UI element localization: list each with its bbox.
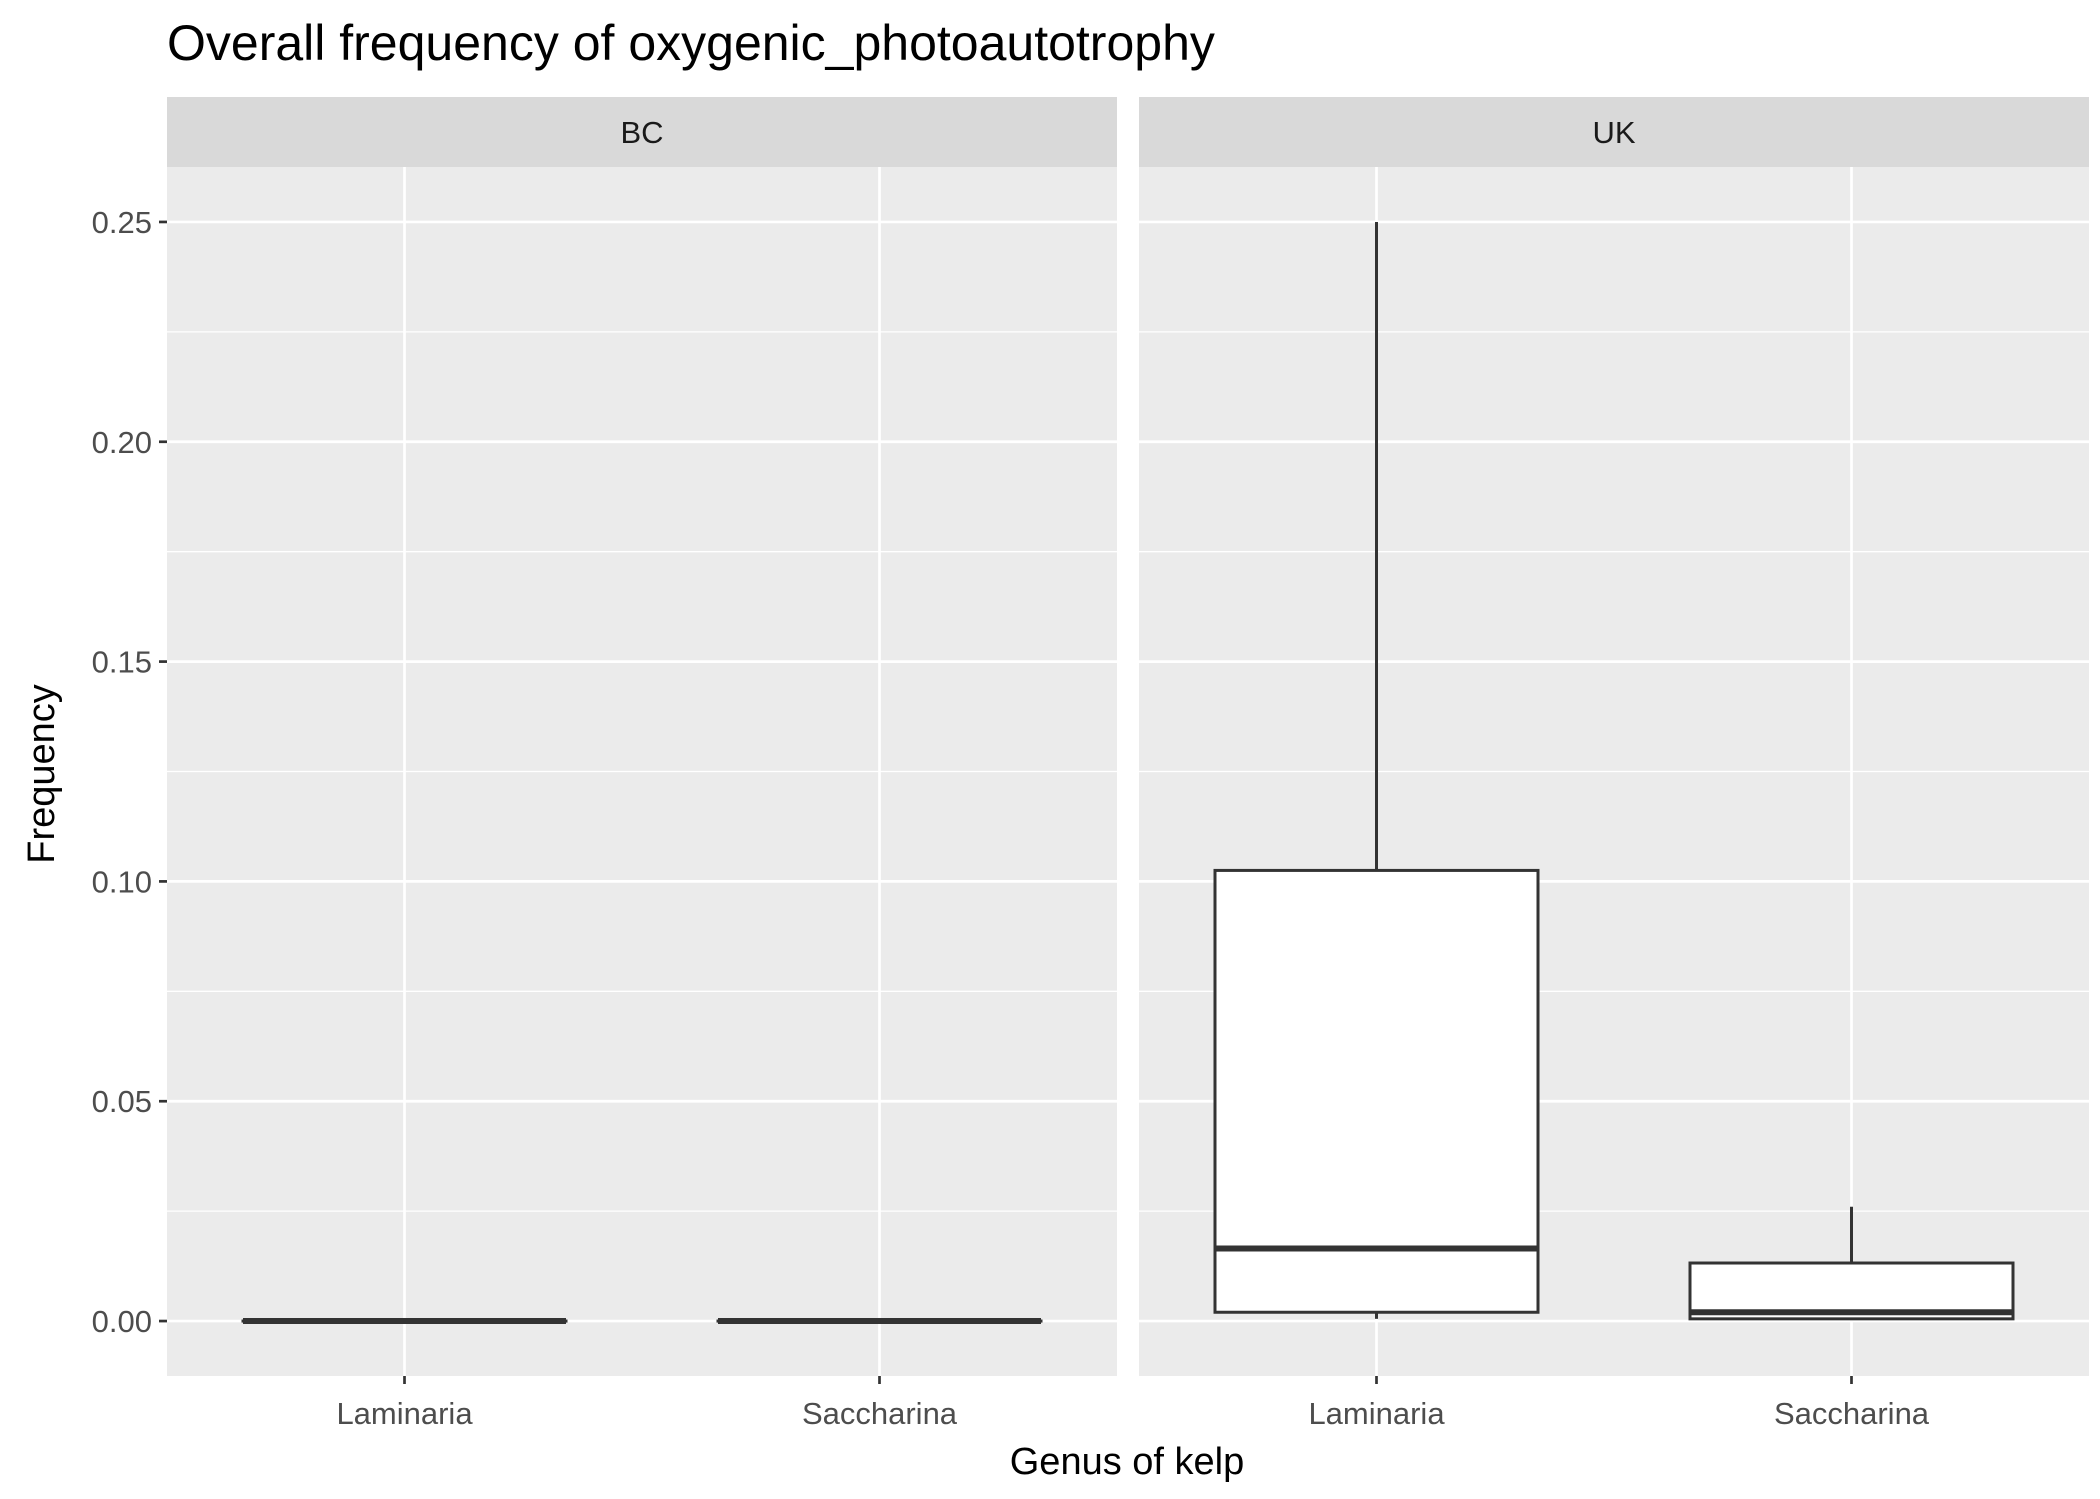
facet-strip (167, 97, 1117, 167)
facet-panels: BC Laminaria Saccharina UK Laminaria Sacchari… (167, 97, 2089, 1431)
facet-strip-label: UK (1592, 115, 1635, 150)
box-iqr (1213, 868, 1540, 1314)
facet-panel-uk: UK Laminaria Saccharina (1139, 97, 2089, 1431)
y-tick-label: 0.00 (92, 1304, 152, 1339)
x-tick-label: Laminaria (1308, 1396, 1445, 1431)
x-tick-label: Saccharina (1774, 1396, 1930, 1431)
y-tick-label: 0.25 (92, 205, 152, 240)
facet-strip-label: BC (620, 115, 663, 150)
y-tick-label: 0.05 (92, 1084, 152, 1119)
y-axis: 0.00 0.05 0.10 0.15 0.20 0.25 (92, 205, 167, 1339)
y-tick-label: 0.10 (92, 864, 152, 899)
y-tick-label: 0.15 (92, 645, 152, 680)
chart-title: Overall frequency of oxygenic_photoautot… (167, 15, 1215, 71)
x-tick-label: Saccharina (802, 1396, 958, 1431)
y-axis-title: Frequency (21, 684, 63, 864)
x-tick-label: Laminaria (336, 1396, 473, 1431)
box-uk-saccharina (1688, 1206, 2015, 1321)
box-uk-laminaria (1213, 221, 1540, 1319)
x-axis-title: Genus of kelp (1010, 1441, 1244, 1483)
facet-strip (1139, 97, 2089, 167)
facet-panel-bc: BC Laminaria Saccharina (167, 97, 1117, 1431)
y-tick-label: 0.20 (92, 425, 152, 460)
